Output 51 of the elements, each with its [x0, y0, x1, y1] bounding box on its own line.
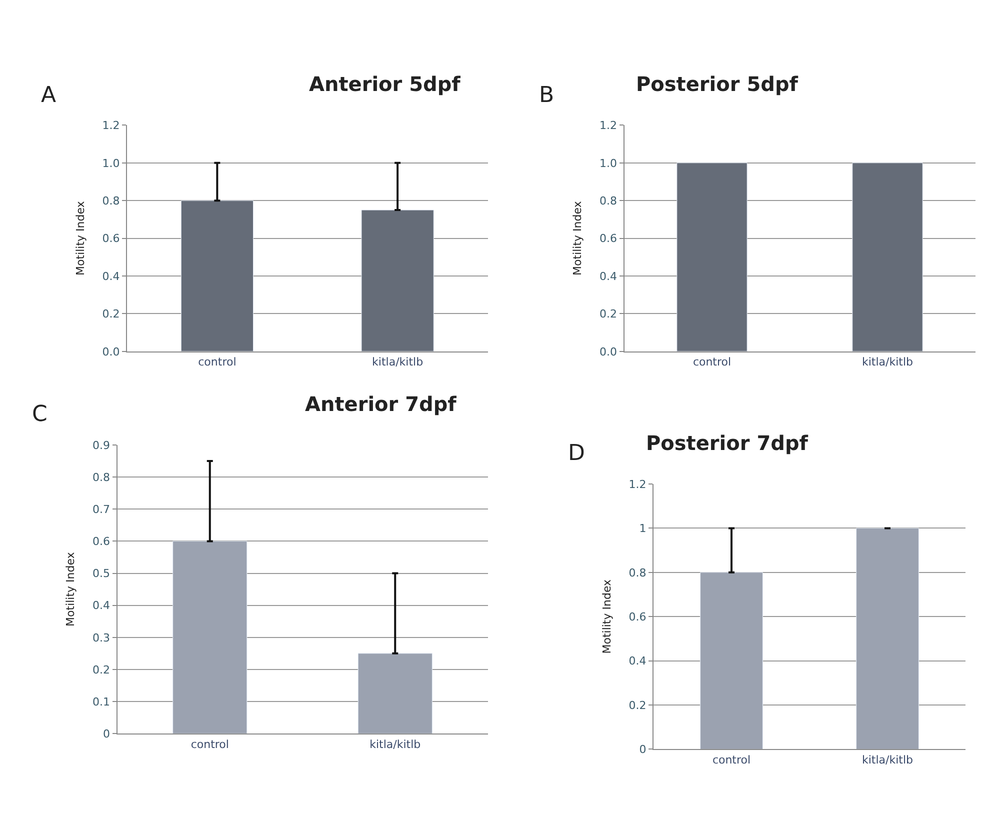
y-tick-label: 0 — [103, 727, 110, 740]
text: C — [32, 402, 48, 427]
y-tick-label: 0.6 — [628, 610, 646, 624]
y-axis-title: Motility Index — [74, 200, 87, 276]
y-tick-label: 1.2 — [628, 478, 646, 491]
x-tick-label: control — [712, 753, 751, 766]
chart-title: Anterior 7dpf — [305, 392, 457, 416]
y-tick-label: 0.4 — [102, 270, 120, 283]
x-tick-label: kitla/kitlb — [372, 356, 424, 369]
x-tick-label: kitla/kitlb — [370, 738, 421, 751]
y-tick-label: 0.0 — [102, 345, 120, 358]
y-tick-label: 0.2 — [600, 308, 618, 321]
y-tick-label: 0.3 — [92, 631, 110, 644]
x-tick-label: kitla/kitlb — [862, 753, 914, 766]
y-tick-label: 1.0 — [600, 156, 618, 170]
y-axis-title: Motility Index — [64, 552, 78, 626]
y-tick-label: 1 — [639, 522, 646, 536]
y-tick-label: 0.6 — [92, 535, 110, 548]
y-tick-label: 0.9 — [92, 438, 110, 452]
x-tick-label: kitla/kitlb — [862, 356, 914, 369]
y-tick-label: 0.0 — [600, 345, 618, 358]
y-tick-label: 0.1 — [92, 695, 110, 708]
y-axis-title: Motility Index — [571, 200, 584, 276]
y-tick-label: 0.5 — [92, 567, 110, 580]
chart-title: Posterior 7dpf — [646, 431, 808, 455]
y-tick-label: 0.2 — [628, 698, 646, 712]
y-tick-label: 0.2 — [102, 308, 120, 321]
y-tick-label: 0.8 — [628, 566, 646, 580]
y-tick-label: 0.8 — [102, 194, 120, 208]
y-tick-label: 0.4 — [600, 270, 618, 283]
y-tick-label: 1.0 — [102, 156, 120, 170]
chart-title: Posterior 5dpf — [636, 72, 798, 96]
y-tick-label: 0.6 — [102, 232, 120, 246]
y-tick-label: 0.4 — [628, 654, 646, 668]
y-axis-title: Motility Index — [600, 578, 614, 654]
y-tick-label: 0.8 — [600, 194, 618, 208]
y-tick-label: 0.4 — [92, 599, 110, 612]
y-tick-label: 0 — [639, 743, 646, 756]
y-tick-label: 1.2 — [102, 119, 120, 132]
x-tick-label: control — [198, 356, 236, 369]
y-tick-label: 1.2 — [600, 119, 618, 132]
text: D — [568, 441, 585, 466]
chart-title: Anterior 5dpf — [309, 72, 461, 96]
x-tick-label: control — [692, 356, 732, 369]
text: B — [539, 83, 554, 108]
text: A — [41, 83, 56, 108]
y-tick-label: 0.7 — [92, 502, 110, 516]
y-tick-label: 0.2 — [92, 663, 110, 676]
y-tick-label: 0.8 — [92, 470, 110, 484]
y-tick-label: 0.6 — [600, 232, 618, 246]
x-tick-label: control — [190, 738, 229, 751]
